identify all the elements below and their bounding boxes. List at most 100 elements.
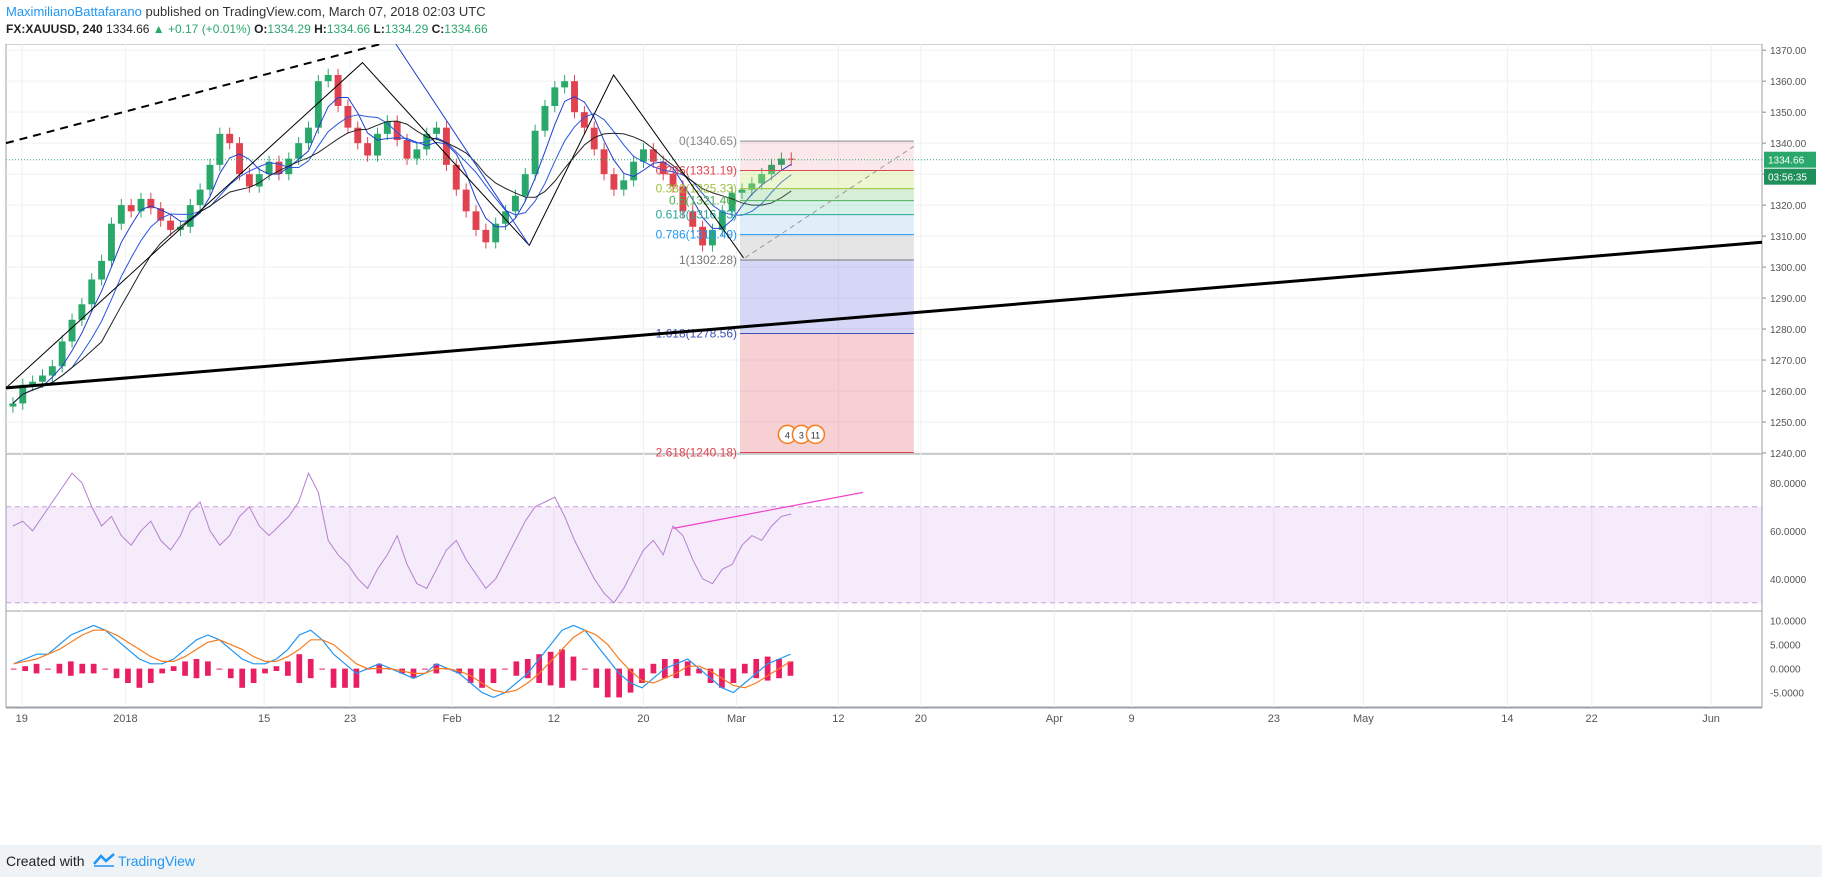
time-tick-label: 2018 xyxy=(113,713,137,725)
candle-body xyxy=(275,161,283,175)
fib-zone xyxy=(740,141,914,171)
tradingview-logo-icon[interactable] xyxy=(92,852,116,868)
candle-body xyxy=(127,205,135,212)
macd-histogram-bar xyxy=(547,651,554,686)
rsi-divergence-line xyxy=(673,491,864,529)
macd-histogram-bar xyxy=(479,668,485,688)
macd-histogram-bar xyxy=(90,663,97,674)
fib-zone xyxy=(740,200,914,215)
candle-body xyxy=(531,130,539,175)
time-tick-label: Apr xyxy=(1046,713,1063,725)
macd-histogram-bar xyxy=(67,661,74,676)
macd-histogram-bar xyxy=(764,656,771,681)
candle-body xyxy=(600,149,608,175)
macd-histogram-bar xyxy=(250,668,257,683)
candle-body xyxy=(669,174,677,187)
macd-histogram-bar xyxy=(10,668,17,670)
macd-histogram-bar xyxy=(639,668,645,683)
candle-body xyxy=(137,198,145,212)
macd-histogram-bar xyxy=(696,668,702,674)
macd-histogram-bar xyxy=(319,668,325,670)
trading-chart[interactable]: 1370.001360.001350.001340.001330.001320.… xyxy=(0,44,1822,844)
macd-histogram-bar xyxy=(170,666,177,671)
candle-body xyxy=(324,74,332,82)
macd-line xyxy=(13,624,791,699)
high-label: H: xyxy=(314,22,327,36)
candle-body xyxy=(39,375,46,382)
countdown-badge xyxy=(1764,168,1816,185)
candle-body xyxy=(58,341,66,367)
candle-body xyxy=(305,127,312,144)
moving-average-line xyxy=(12,120,792,404)
candle-body xyxy=(167,220,175,230)
candle-body xyxy=(48,366,56,376)
open-value: 1334.29 xyxy=(267,22,311,36)
time-tick-label: Feb xyxy=(443,713,462,725)
macd-histogram-bar xyxy=(570,656,577,681)
candle-body xyxy=(255,174,263,187)
candle-body xyxy=(78,304,86,320)
resistance-trendline xyxy=(5,44,385,145)
candle-body xyxy=(462,189,470,212)
macd-histogram-bar xyxy=(273,666,280,671)
rsi-tick-label: 40.0000 xyxy=(1770,575,1807,586)
candle-body xyxy=(728,192,736,212)
price-tick-label: 1280.00 xyxy=(1770,325,1807,336)
macd-histogram-bar xyxy=(56,663,63,674)
author-link[interactable]: MaximilianoBattafarano xyxy=(6,4,142,19)
price-tick-label: 1240.00 xyxy=(1770,449,1807,460)
candle-body xyxy=(718,211,726,230)
fib-zone xyxy=(740,333,914,453)
time-tick-label: 12 xyxy=(832,713,844,725)
economic-event-icon xyxy=(805,424,826,445)
candle-body xyxy=(640,149,647,162)
time-tick-label: May xyxy=(1353,713,1374,725)
candle-body xyxy=(226,133,234,144)
publish-line: MaximilianoBattafarano published on Trad… xyxy=(6,4,486,19)
time-tick-label: Mar xyxy=(727,713,746,725)
created-with-text: Created with xyxy=(6,853,85,869)
symbol-label[interactable]: FX:XAUUSD, 240 xyxy=(6,22,103,36)
candle-body xyxy=(393,121,401,141)
macd-histogram-bar xyxy=(559,649,565,688)
candle-body xyxy=(68,319,76,342)
channel-line xyxy=(395,44,530,246)
rsi-tick-label: 60.0000 xyxy=(1770,527,1807,538)
time-tick-label: Jun xyxy=(1702,713,1720,725)
candle-body xyxy=(659,161,667,175)
economic-event-count: 11 xyxy=(811,430,820,440)
candle-body xyxy=(236,143,243,175)
candle-body xyxy=(245,174,253,187)
macd-histogram-bar xyxy=(227,668,234,679)
time-tick-label: 9 xyxy=(1129,713,1135,725)
high-value: 1334.66 xyxy=(326,22,371,36)
macd-histogram-bar xyxy=(79,663,86,674)
moving-average-line xyxy=(12,112,792,404)
time-tick-label: 19 xyxy=(16,713,28,725)
candle-body xyxy=(521,174,529,196)
candle-body xyxy=(442,127,450,165)
time-tick-label: 23 xyxy=(344,713,356,725)
time-tick-label: 22 xyxy=(1586,713,1598,725)
candle-body xyxy=(561,81,569,88)
macd-histogram-bar xyxy=(262,668,268,674)
macd-histogram-bar xyxy=(616,668,622,698)
fib-level-label: 0.382(1325.33) xyxy=(656,182,737,196)
price-tick-label: 1260.00 xyxy=(1770,387,1807,398)
candle-body xyxy=(354,127,362,144)
candle-body xyxy=(334,74,342,106)
candle-body xyxy=(689,211,697,227)
fib-level-label: 0.236(1331.19) xyxy=(656,163,737,177)
fib-level-label: 2.618(1240.18) xyxy=(656,445,737,459)
candle-body xyxy=(374,133,381,156)
macd-tick-label: -5.0000 xyxy=(1770,689,1804,700)
price-tick-label: 1310.00 xyxy=(1770,232,1807,243)
price-tick-label: 1270.00 xyxy=(1770,356,1807,367)
macd-histogram-bar xyxy=(147,668,154,683)
macd-histogram-bar xyxy=(741,663,748,674)
macd-histogram-bar xyxy=(593,668,600,688)
candle-body xyxy=(383,121,391,134)
macd-histogram-bar xyxy=(502,668,508,670)
tradingview-brand-link[interactable]: TradingView xyxy=(118,853,196,869)
candle-body xyxy=(649,149,657,162)
